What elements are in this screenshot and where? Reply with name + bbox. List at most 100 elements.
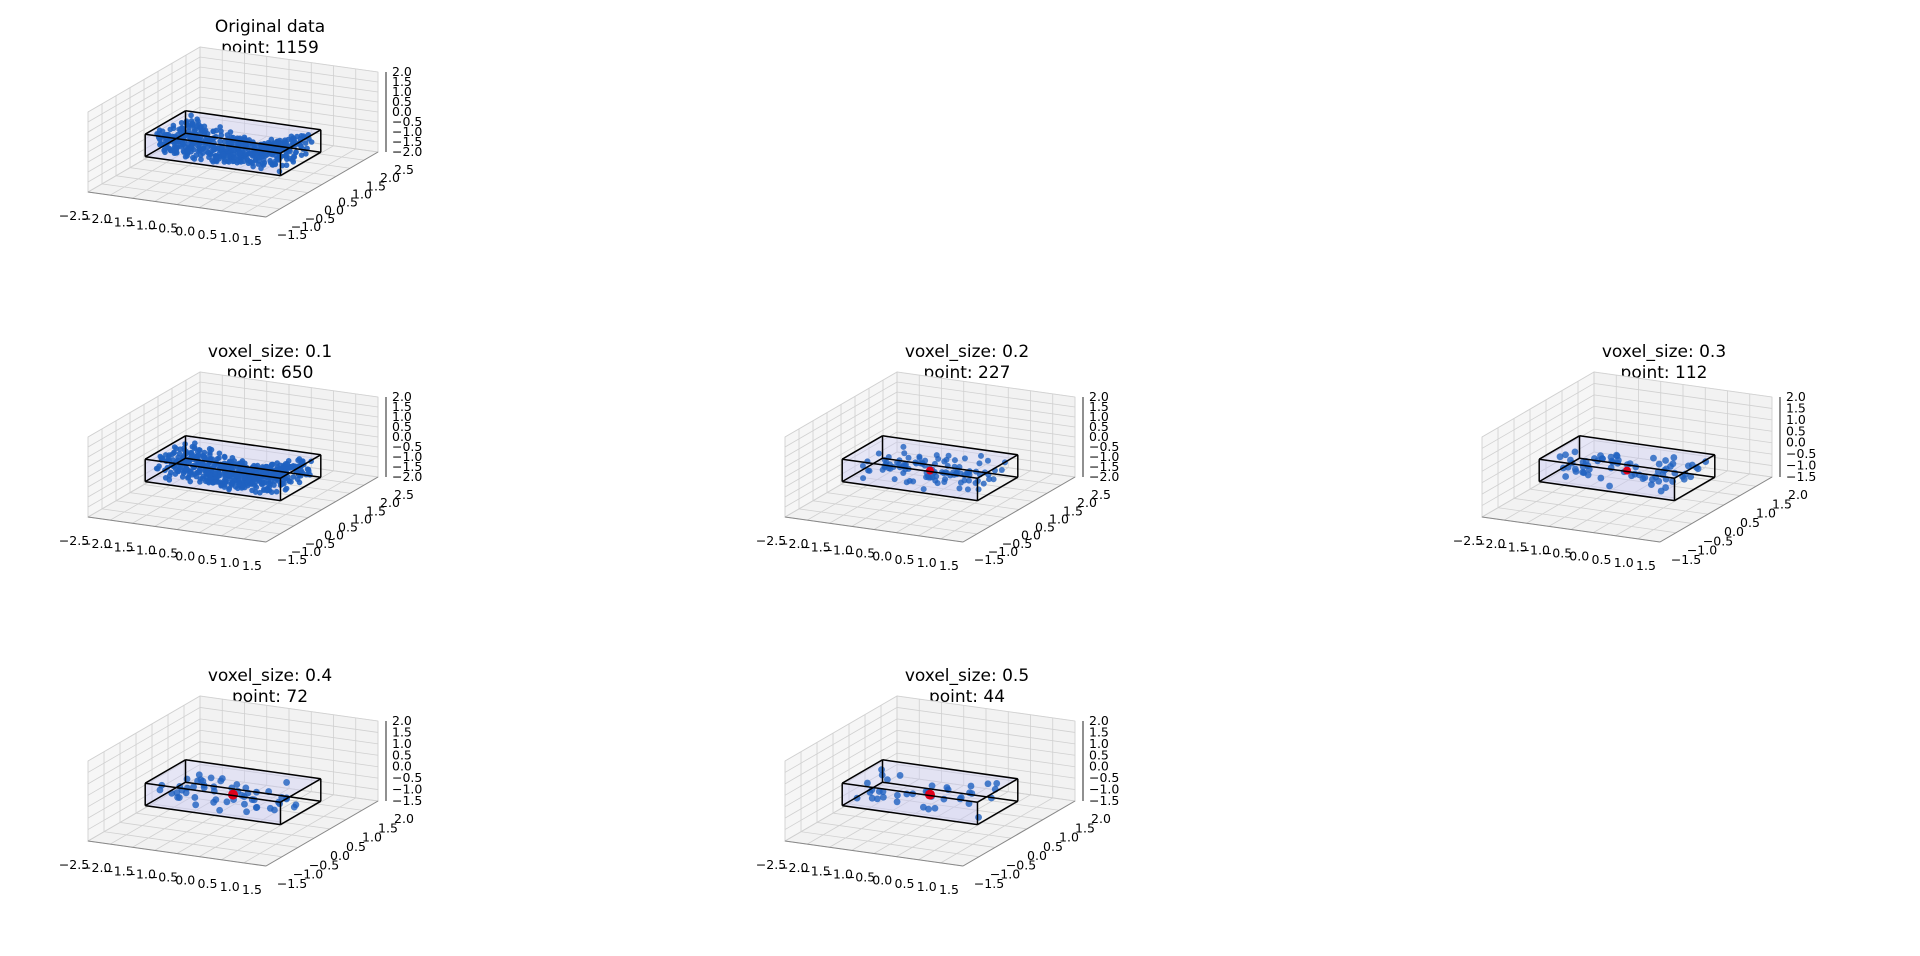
data-point	[205, 149, 212, 156]
y-tick-label: 0.0	[324, 528, 344, 543]
x-axis-line	[784, 840, 964, 867]
bounding-box-edge	[145, 804, 281, 826]
data-point	[928, 782, 936, 790]
grid-line	[115, 95, 295, 202]
data-point	[951, 457, 958, 464]
data-point	[1687, 473, 1695, 481]
bounding-box-edge	[144, 781, 186, 807]
data-point	[225, 472, 232, 479]
grid-line	[840, 404, 1020, 510]
data-point	[919, 803, 927, 811]
data-point	[984, 780, 992, 788]
bounding-box-edge	[1674, 454, 1716, 479]
x-tick-label: 1.5	[242, 558, 262, 573]
data-point	[236, 481, 242, 487]
z-tick-label: 2.0	[392, 389, 412, 404]
z-tick-label: 1.0	[392, 736, 412, 751]
title-line: voxel_size: 0.4	[207, 666, 333, 686]
data-point	[957, 479, 964, 486]
z-tick-label: −1.0	[392, 782, 422, 797]
data-point	[984, 457, 991, 464]
data-point	[863, 779, 871, 787]
y-tick-label: 0.0	[1027, 848, 1047, 863]
y-tick-label: 1.5	[366, 503, 386, 518]
z-tick-label: 0.0	[1089, 429, 1109, 444]
data-point	[186, 470, 193, 477]
z-tick-label: 0.0	[392, 104, 412, 119]
data-point	[860, 475, 867, 482]
data-point	[211, 462, 217, 468]
x-tick-label: 1.0	[220, 555, 240, 570]
data-point	[233, 472, 239, 479]
data-point	[1606, 482, 1613, 490]
data-point	[287, 148, 293, 155]
z-tick-label: 2.0	[392, 64, 412, 79]
data-point	[874, 795, 881, 803]
z-tick-label: 2.0	[1786, 389, 1806, 404]
data-point	[980, 480, 987, 487]
data-point	[977, 452, 984, 459]
data-point	[282, 140, 289, 147]
data-point	[865, 467, 872, 474]
x-tick-label: −2.0	[1475, 536, 1505, 551]
data-point	[964, 486, 971, 493]
grid-line	[1577, 381, 1757, 487]
data-point	[216, 455, 222, 461]
data-point	[905, 454, 912, 461]
z-tick-label: 1.0	[1089, 409, 1109, 424]
data-point	[254, 462, 261, 469]
x-tick-label: 0.0	[872, 873, 892, 888]
x-tick-label: −0.5	[1542, 546, 1572, 561]
data-point	[900, 443, 907, 450]
x-tick-label: 1.0	[220, 879, 240, 894]
x-tick-label: 1.0	[917, 879, 937, 894]
x-tick-label: 1.5	[242, 233, 262, 248]
x-tick-label: −2.5	[59, 208, 89, 223]
y-tick-label: −1.0	[990, 867, 1020, 882]
bounding-box-edge	[145, 782, 281, 803]
data-point	[935, 455, 942, 462]
y-tick-label: 1.5	[366, 178, 386, 193]
3d-scatter-plot: −2.5−2.0−1.5−1.0−0.50.0 0.5 1.0 1.5 −1.5−1.0…	[756, 695, 1119, 897]
bounding-box-edge	[185, 435, 321, 456]
grid-line	[143, 404, 323, 510]
bounding-box-edge	[977, 454, 1019, 479]
data-point	[941, 458, 948, 465]
data-point	[883, 776, 891, 784]
data-point	[234, 159, 240, 166]
data-point	[194, 777, 201, 785]
y-tick-label: 2.0	[1077, 495, 1097, 510]
x-tick-label: 1.5	[939, 882, 959, 897]
data-point	[276, 139, 282, 145]
subplot-voxel-0.4: voxel_size: 0.4 point: 72 −2.5 −2.0 −1.5 −1…	[59, 666, 470, 956]
data-point	[154, 465, 161, 472]
data-point	[1613, 452, 1621, 460]
data-point	[173, 789, 181, 797]
bounding-box-edge	[977, 800, 1019, 826]
x-tick-label: −2.5	[756, 857, 786, 872]
y-tick-label: 0.0	[330, 848, 350, 863]
data-point	[229, 480, 235, 487]
grid-line	[103, 751, 283, 858]
x-tick-label: 1.0	[220, 230, 240, 245]
grid-line	[101, 428, 281, 535]
data-point	[221, 138, 228, 145]
data-point	[201, 129, 208, 136]
data-point	[990, 476, 997, 483]
z-tick-label: −1.5	[1089, 459, 1119, 474]
data-point	[879, 793, 887, 801]
data-point	[967, 782, 975, 790]
grid-line	[119, 742, 299, 848]
data-point	[1562, 451, 1569, 459]
bounding-box-edge	[280, 800, 322, 826]
y-axis-line	[265, 151, 379, 218]
data-point	[198, 156, 204, 163]
grid-line	[880, 705, 1060, 811]
bounding-box-edge	[977, 476, 1019, 502]
z-tick-label: −0.5	[392, 439, 422, 454]
bounding-box-edge	[145, 155, 281, 177]
data-point	[1597, 474, 1605, 482]
bounding-box-edge	[842, 804, 978, 826]
data-point	[1680, 475, 1688, 483]
data-point	[267, 160, 274, 166]
